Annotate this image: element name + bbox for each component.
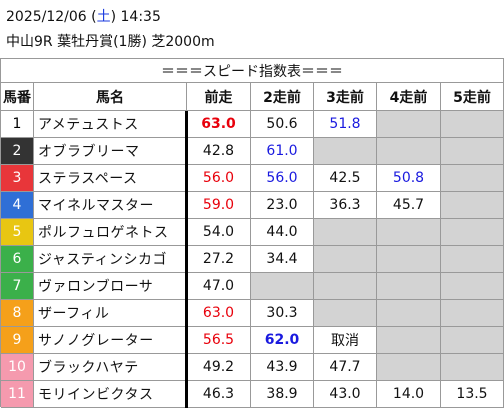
horse-name: アメテュストス [34, 111, 187, 138]
table-title: ＝＝＝スピード指数表＝＝＝ [1, 59, 504, 83]
horse-name: モリインビクタス [34, 381, 187, 408]
empty-cell [314, 138, 377, 165]
speed-index: 43.9 [251, 354, 314, 381]
horse-number: 8 [1, 300, 34, 327]
horse-number: 4 [1, 192, 34, 219]
date: 2025/12/06 ( [6, 9, 97, 25]
column-header: 2走前 [251, 83, 314, 111]
datetime-line: 2025/12/06 (土) 14:35 [6, 6, 161, 26]
empty-cell [314, 300, 377, 327]
empty-cell [441, 192, 504, 219]
horse-name: サノノグレーター [34, 327, 187, 354]
empty-cell [441, 165, 504, 192]
horse-number: 10 [1, 354, 34, 381]
speed-index: 50.8 [377, 165, 441, 192]
speed-index: 47.7 [314, 354, 377, 381]
empty-cell [314, 219, 377, 246]
speed-index: 56.5 [187, 327, 251, 354]
horse-name: ポルフュロゲネトス [34, 219, 187, 246]
speed-index: 63.0 [187, 300, 251, 327]
speed-index: 56.0 [251, 165, 314, 192]
column-header: 3走前 [314, 83, 377, 111]
divider [185, 111, 188, 408]
horse-number: 1 [1, 111, 34, 138]
speed-index: 54.0 [187, 219, 251, 246]
column-header: 馬名 [34, 83, 187, 111]
column-header: 前走 [187, 83, 251, 111]
empty-cell [314, 273, 377, 300]
speed-index: 36.3 [314, 192, 377, 219]
speed-index: 44.0 [251, 219, 314, 246]
speed-index: 23.0 [251, 192, 314, 219]
horse-number: 9 [1, 327, 34, 354]
empty-cell [377, 138, 441, 165]
speed-index: 42.8 [187, 138, 251, 165]
column-header: 5走前 [441, 83, 504, 111]
horse-name: オブラブリーマ [34, 138, 187, 165]
speed-table: ＝＝＝スピード指数表＝＝＝ 馬番 馬名 前走 2走前 3走前 4走前 5走前 1 アメテュストス 6… [0, 58, 504, 408]
empty-cell [441, 354, 504, 381]
speed-index: 61.0 [251, 138, 314, 165]
speed-index: 14.0 [377, 381, 441, 408]
speed-index: 56.0 [187, 165, 251, 192]
empty-cell [251, 273, 314, 300]
empty-cell [377, 273, 441, 300]
time: ) 14:35 [110, 9, 161, 25]
empty-cell [377, 327, 441, 354]
empty-cell [377, 300, 441, 327]
horse-number: 2 [1, 138, 34, 165]
horse-number: 3 [1, 165, 34, 192]
empty-cell [441, 138, 504, 165]
empty-cell [441, 273, 504, 300]
speed-index: 51.8 [314, 111, 377, 138]
horse-name: ザーフィル [34, 300, 187, 327]
speed-index: 63.0 [187, 111, 251, 138]
speed-index: 42.5 [314, 165, 377, 192]
speed-index: 43.0 [314, 381, 377, 408]
speed-index: 50.6 [251, 111, 314, 138]
horse-name: ブラックハヤテ [34, 354, 187, 381]
empty-cell [441, 111, 504, 138]
speed-index: 38.9 [251, 381, 314, 408]
speed-index: 49.2 [187, 354, 251, 381]
horse-number: 7 [1, 273, 34, 300]
empty-cell [441, 219, 504, 246]
speed-index: 27.2 [187, 246, 251, 273]
speed-index: 62.0 [251, 327, 314, 354]
weekday: 土 [96, 9, 111, 25]
race-info: 中山9R 葉牡丹賞(1勝) 芝2000m [6, 34, 215, 50]
horse-number: 11 [1, 381, 34, 408]
speed-index: 47.0 [187, 273, 251, 300]
column-header: 馬番 [1, 83, 34, 111]
horse-name: マイネルマスター [34, 192, 187, 219]
empty-cell [377, 219, 441, 246]
column-header: 4走前 [377, 83, 441, 111]
empty-cell [377, 354, 441, 381]
speed-index: 13.5 [441, 381, 504, 408]
speed-index: 46.3 [187, 381, 251, 408]
empty-cell [377, 246, 441, 273]
speed-index: 45.7 [377, 192, 441, 219]
horse-number: 5 [1, 219, 34, 246]
horse-name: ジャスティンシカゴ [34, 246, 187, 273]
speed-index: 34.4 [251, 246, 314, 273]
speed-index: 30.3 [251, 300, 314, 327]
empty-cell [441, 327, 504, 354]
speed-index: 取消 [314, 327, 377, 354]
empty-cell [377, 111, 441, 138]
horse-name: ヴァロンブローサ [34, 273, 187, 300]
horse-name: ステラスペース [34, 165, 187, 192]
empty-cell [314, 246, 377, 273]
empty-cell [441, 300, 504, 327]
speed-index: 59.0 [187, 192, 251, 219]
horse-number: 6 [1, 246, 34, 273]
empty-cell [441, 246, 504, 273]
